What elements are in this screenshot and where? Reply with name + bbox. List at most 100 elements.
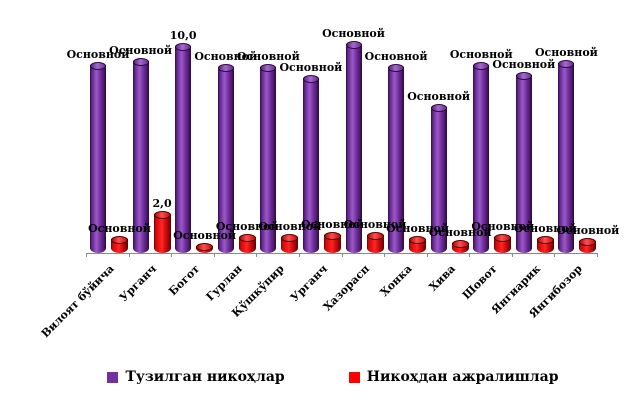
x-axis-tick [213, 253, 215, 257]
data-label-marriages: Основной [322, 26, 385, 40]
x-axis-label: Хонка [378, 262, 415, 300]
data-label-marriages: Основной [407, 89, 471, 103]
bar-top-cap [494, 234, 512, 243]
bar-marriages [430, 103, 447, 253]
bar-marriages [473, 61, 490, 253]
bar-divorces [451, 240, 469, 253]
legend-swatch-marriages [107, 371, 119, 383]
bar-marriages [260, 64, 277, 253]
data-label-divorces: Основной [471, 220, 535, 234]
data-label-marriages: Основной [492, 58, 556, 72]
bar-marriages [388, 64, 405, 253]
data-label-divorces: Основной [343, 218, 407, 231]
bar-top-cap [515, 72, 532, 81]
x-axis-tick [511, 253, 513, 257]
bar-marriages [132, 57, 149, 253]
x-axis-tick [426, 253, 428, 257]
data-label-marriages: Основной [364, 50, 428, 63]
data-label-marriages: Основной [236, 50, 300, 63]
bar-top-cap [579, 238, 597, 247]
x-axis-label: Шовот [460, 262, 501, 302]
bar-divorces [238, 234, 256, 253]
bar-divorces [494, 234, 512, 253]
data-label-divorces: Основной [513, 222, 577, 236]
bar-body [430, 106, 447, 253]
data-label-divorces: Основной [88, 222, 151, 236]
bar-body [515, 75, 532, 253]
x-axis-label: Урганч [117, 262, 160, 305]
bar-marriages [558, 59, 575, 253]
bar-body [388, 67, 405, 253]
bar-divorces [409, 236, 427, 253]
bar-body [451, 243, 469, 253]
legend-label-marriages: Тузилган никоҳлар [125, 369, 285, 385]
bar-divorces [281, 234, 299, 253]
bar-divorces [111, 236, 128, 253]
bar-top-cap [132, 57, 149, 66]
data-label-divorces: Основной [300, 218, 364, 231]
bar-marriages [90, 61, 106, 253]
bar-marriages [175, 43, 192, 253]
x-axis-label: Богот [166, 262, 202, 299]
bar-top-cap [430, 103, 447, 112]
bar-divorces [366, 232, 384, 253]
data-label-marriages: Основной [279, 60, 343, 74]
x-axis-label: Хива [426, 262, 458, 294]
legend-swatch-divorces [348, 371, 360, 383]
data-label-divorces: Основной [556, 224, 620, 238]
bar-top-cap [302, 74, 319, 83]
bar-body [302, 77, 319, 253]
bar-body [132, 60, 149, 253]
bar-marriages [515, 72, 532, 253]
legend-item-divorces: Никоҳдан ажралишлар [348, 369, 559, 385]
data-label-marriages: Основной [534, 45, 598, 59]
bar-marriages [345, 40, 362, 253]
x-axis-tick [597, 253, 598, 257]
x-axis-label: Гурлан [203, 262, 245, 304]
x-axis-tick [86, 253, 87, 257]
bar-top-cap [260, 64, 277, 72]
bar-top-cap [153, 211, 171, 219]
data-label-marriages: Основной [109, 43, 173, 57]
bar-top-cap [111, 236, 128, 245]
x-axis-tick [128, 253, 130, 257]
x-axis-label: Урганч [287, 262, 330, 305]
bar-body [217, 67, 234, 253]
bar-top-cap [451, 240, 469, 249]
bar-divorces [323, 232, 341, 253]
x-axis-tick [469, 253, 471, 257]
bar-top-cap [323, 232, 341, 240]
bar-top-cap [175, 43, 192, 51]
bar-top-cap [473, 61, 490, 70]
data-label-divorces: Основной [215, 220, 279, 234]
legend-label-divorces: Никоҳдан ажралишлар [366, 369, 559, 385]
bar-body [90, 64, 106, 253]
x-axis-tick [341, 253, 343, 257]
data-label-marriages: Основной [194, 50, 258, 63]
bar-top-cap [90, 61, 106, 70]
bar-top-cap [281, 234, 299, 243]
bar-top-cap [345, 40, 362, 49]
data-label-marriages: Основной [449, 47, 513, 61]
data-label-marriages: Основной [66, 47, 130, 61]
data-label-divorces: Основной [428, 226, 492, 240]
legend: Тузилган никоҳлар Никоҳдан ажралишлар [0, 369, 636, 385]
data-label-divorces: Основной [173, 228, 237, 242]
bar-top-cap [238, 234, 256, 243]
bar-body [175, 46, 192, 253]
x-axis-tick [554, 253, 556, 257]
bar-top-cap [558, 59, 575, 68]
bar-divorces [153, 211, 171, 253]
bar-top-cap [217, 64, 234, 72]
bar-marriages [217, 64, 234, 253]
x-axis-label: Вилоят бўйича [38, 262, 117, 341]
bar-top-cap [409, 236, 427, 245]
bar-top-cap [366, 232, 384, 240]
bar-divorces [196, 242, 214, 253]
data-label-marriages: 10,0 [169, 29, 197, 42]
bar-top-cap [536, 236, 554, 245]
x-axis-tick [298, 253, 300, 257]
x-axis-tick [256, 253, 258, 257]
legend-item-marriages: Тузилган никоҳлар [107, 369, 285, 385]
